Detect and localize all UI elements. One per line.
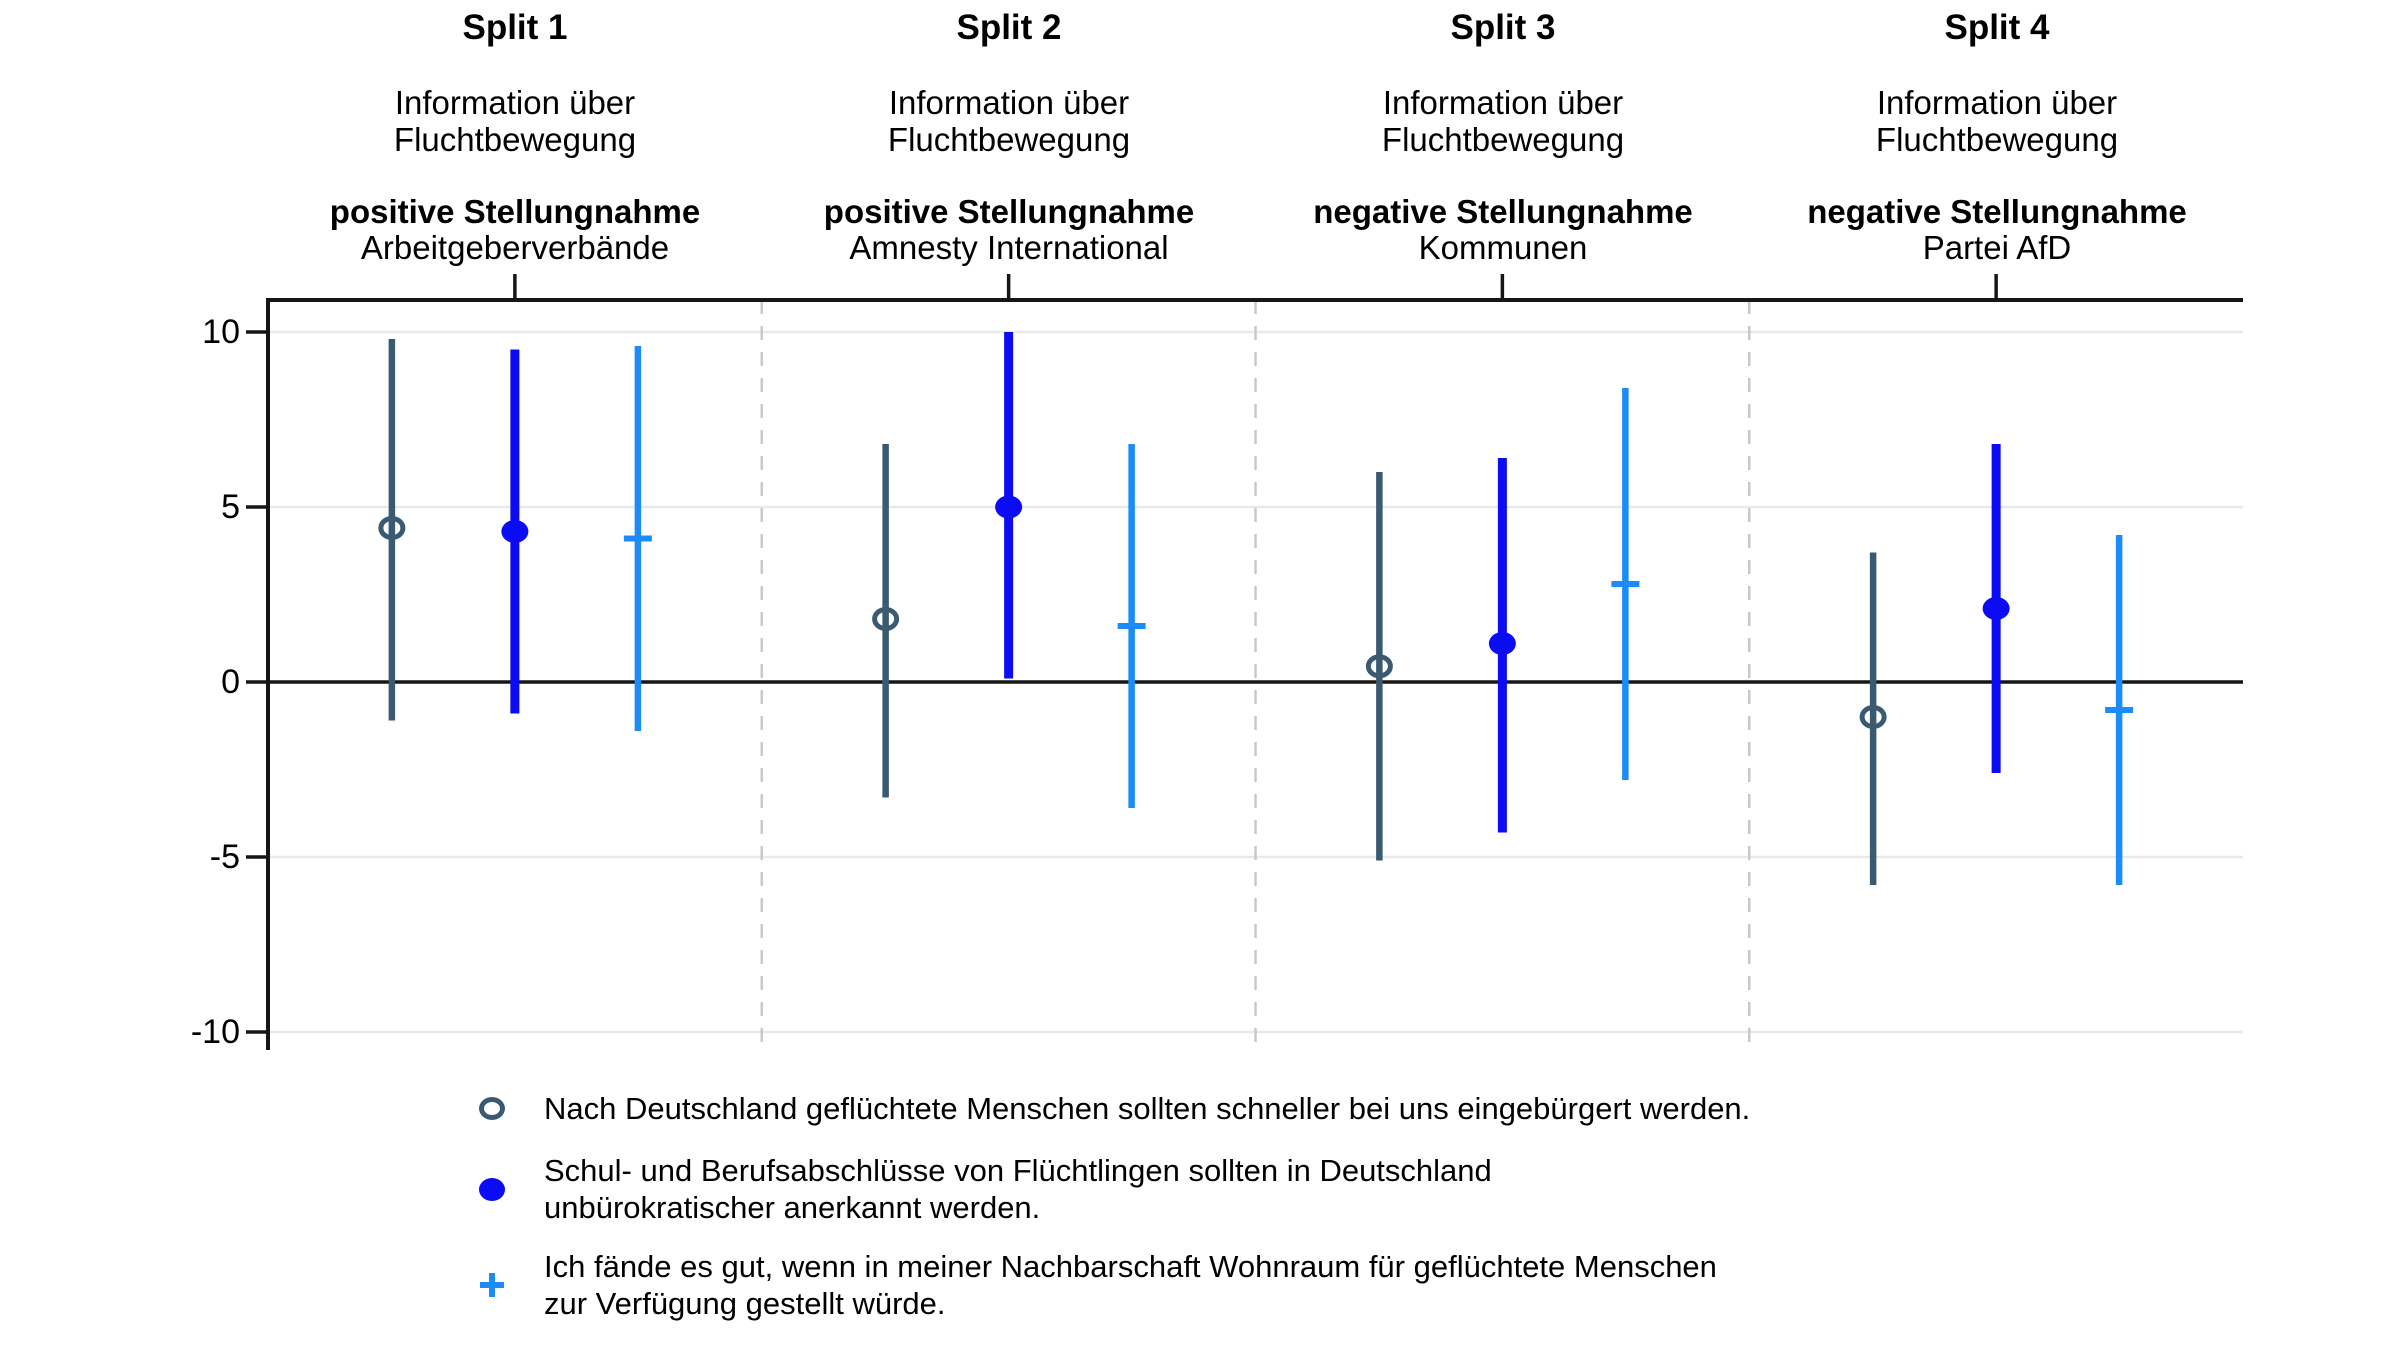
legend-item-einbuergerung: Nach Deutschland geflüchtete Menschen so…: [474, 1090, 1750, 1127]
split-4-stance: negative Stellungnahme: [1807, 193, 2187, 230]
split-2-header: Split 2 Information über Fluchtbewegung …: [749, 0, 1269, 266]
y-axis-tick-label: -10: [190, 1013, 240, 1051]
filled-circle-icon: [479, 1177, 505, 1201]
y-axis-tick-label: 0: [221, 663, 240, 701]
legend-item-abschluesse: Schul- und Berufsabschlüsse von Flüchtli…: [474, 1152, 1492, 1226]
split-3-stance: negative Stellungnahme: [1313, 193, 1693, 230]
split-2-info: Information über Fluchtbewegung: [887, 84, 1131, 158]
split-1-source: Arbeitgeberverbände: [360, 229, 670, 266]
split-3-info: Information über Fluchtbewegung: [1381, 84, 1625, 158]
split-1-stance: positive Stellungnahme: [329, 193, 701, 230]
split-2-stance: positive Stellungnahme: [823, 193, 1195, 230]
split-1-info: Information über Fluchtbewegung: [393, 84, 637, 158]
legend-label: Ich fände es gut, wenn in meiner Nachbar…: [544, 1249, 1717, 1321]
plus-icon: [480, 1273, 504, 1297]
split-4-source: Partei AfD: [1922, 229, 2072, 266]
split-3-title: Split 3: [1450, 8, 1556, 47]
split-3-header: Split 3 Information über Fluchtbewegung …: [1243, 0, 1763, 266]
split-1-title: Split 1: [462, 8, 568, 47]
split-4-info: Information über Fluchtbewegung: [1875, 84, 2119, 158]
split-1-header: Split 1 Information über Fluchtbewegung …: [255, 0, 775, 266]
y-axis-tick-label: 10: [202, 313, 240, 351]
legend-label: Schul- und Berufsabschlüsse von Flüchtli…: [544, 1153, 1492, 1225]
legend-item-wohnraum: Ich fände es gut, wenn in meiner Nachbar…: [474, 1248, 1717, 1322]
split-3-source: Kommunen: [1418, 229, 1588, 266]
open-circle-icon: [479, 1097, 505, 1120]
legend-label: Nach Deutschland geflüchtete Menschen so…: [544, 1091, 1751, 1126]
split-2-title: Split 2: [956, 8, 1062, 47]
split-2-source: Amnesty International: [849, 229, 1169, 266]
split-4-header: Split 4 Information über Fluchtbewegung …: [1737, 0, 2257, 266]
split-4-title: Split 4: [1944, 8, 2050, 47]
y-axis-tick-label: 5: [221, 488, 240, 526]
y-axis-tick-label: -5: [209, 838, 240, 876]
